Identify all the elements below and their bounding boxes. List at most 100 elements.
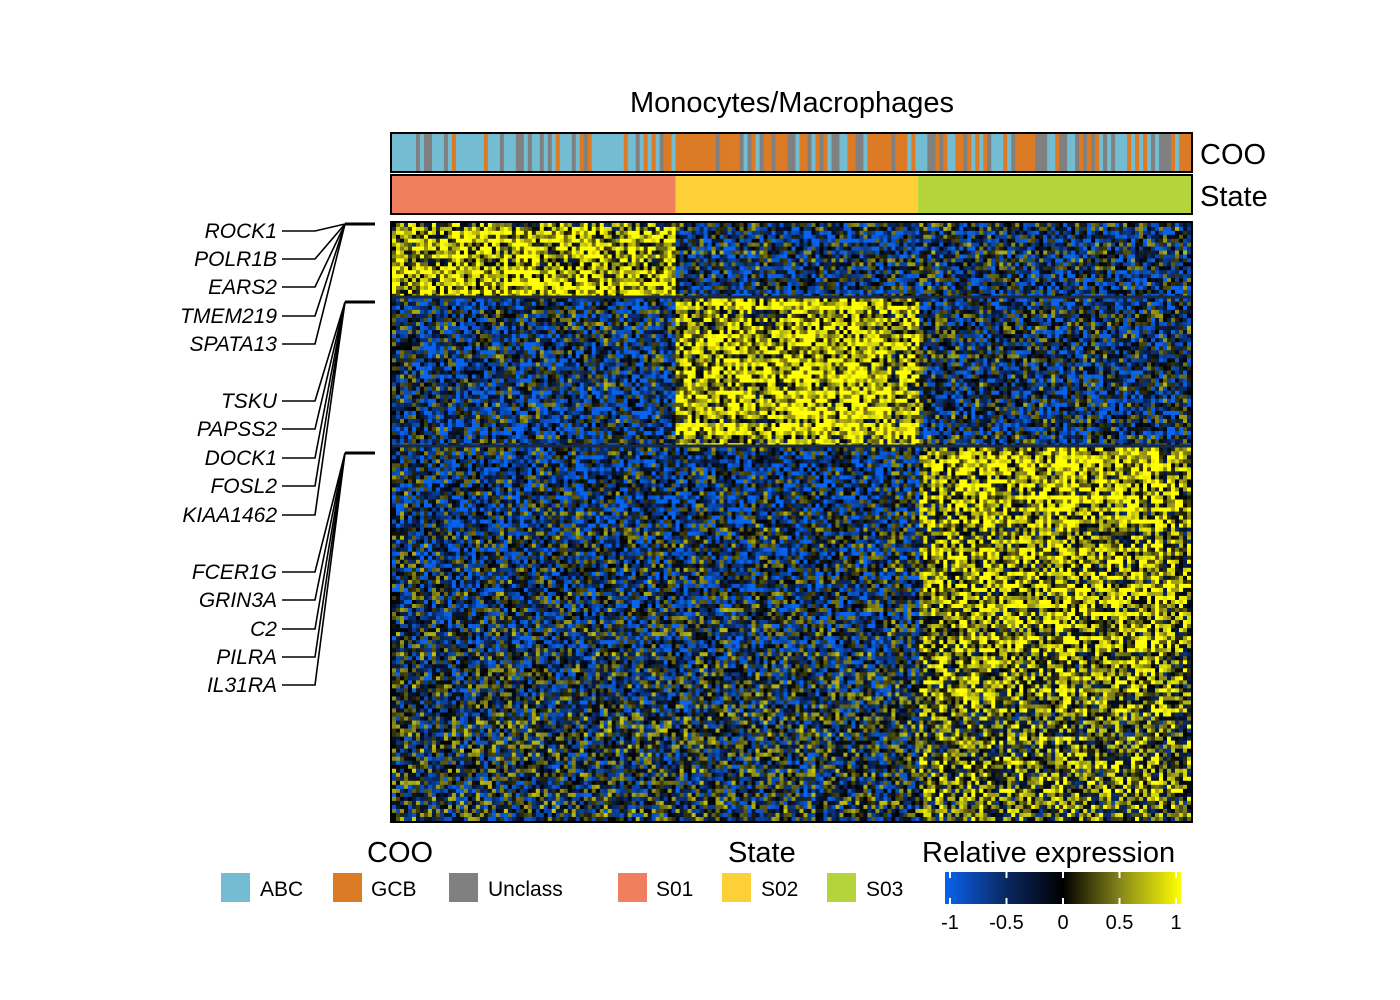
heatmap-cell [1007, 309, 1012, 315]
heatmap-cell [935, 226, 940, 232]
heatmap-cell [451, 313, 457, 319]
heatmap-cell [1103, 282, 1108, 287]
heatmap-cell [1155, 250, 1160, 255]
heatmap-cell [963, 250, 968, 255]
heatmap-cell [787, 274, 792, 279]
heatmap-cell [635, 254, 640, 259]
heatmap-cell [739, 297, 744, 303]
heatmap-cell [747, 266, 752, 271]
heatmap-cell [683, 274, 688, 279]
heatmap-cell [835, 242, 840, 247]
heatmap-cell [487, 242, 493, 247]
heatmap-cell [1111, 305, 1116, 311]
heatmap-cell [771, 301, 776, 307]
heatmap-cell [715, 254, 720, 259]
heatmap-cell [519, 234, 525, 240]
heatmap-cell [855, 301, 860, 307]
heatmap-cell [883, 274, 888, 279]
heatmap-cell [655, 297, 660, 303]
heatmap-cell [639, 270, 644, 275]
heatmap-cell [1023, 254, 1028, 259]
heatmap-cell [1099, 254, 1104, 259]
heatmap-cell [1147, 301, 1152, 307]
heatmap-cell [663, 285, 668, 291]
heatmap-cell [791, 242, 796, 247]
heatmap-cell [435, 289, 441, 295]
heatmap-cell [411, 234, 417, 240]
heatmap-cell [755, 313, 760, 319]
heatmap-cell [887, 238, 892, 243]
heatmap-cell [771, 282, 776, 287]
heatmap-cell [747, 309, 752, 315]
heatmap-cell [1103, 289, 1108, 295]
heatmap-cell [1187, 297, 1192, 303]
heatmap-cell [967, 258, 972, 263]
heatmap-cell [547, 223, 553, 228]
heatmap-cell [747, 258, 752, 263]
heatmap-cell [607, 285, 613, 291]
heatmap-cell [895, 285, 900, 291]
heatmap-cell [715, 234, 720, 240]
heatmap-cell [719, 285, 724, 291]
heatmap-cell [1079, 262, 1084, 267]
heatmap-cell [1035, 285, 1040, 291]
heatmap-cell [783, 266, 788, 271]
coo-cell [623, 134, 629, 171]
heatmap-cell [779, 246, 784, 251]
heatmap-cell [491, 266, 497, 271]
coo-cell [395, 134, 401, 171]
heatmap-cell [1155, 254, 1160, 259]
heatmap-cell [547, 230, 553, 236]
coo-cell [679, 134, 685, 171]
heatmap-cell [615, 246, 621, 251]
heatmap-cell [631, 301, 636, 307]
heatmap-cell [723, 230, 728, 236]
heatmap-cell [559, 254, 565, 259]
heatmap-cell [1055, 254, 1060, 259]
coo-cell [467, 134, 473, 171]
heatmap-cell [875, 278, 880, 283]
heatmap-cell [767, 289, 772, 295]
heatmap-cell [983, 301, 988, 307]
heatmap-cell [567, 274, 573, 279]
heatmap-cell [1127, 270, 1132, 275]
heatmap-cell [419, 242, 425, 247]
heatmap-cell [691, 230, 696, 236]
heatmap-cell [515, 258, 521, 263]
heatmap-cell [923, 266, 928, 271]
heatmap-cell [895, 230, 900, 236]
heatmap-cell [791, 313, 796, 319]
heatmap-cell [731, 230, 736, 236]
heatmap-cell [1031, 278, 1036, 283]
heatmap-cell [1055, 289, 1060, 295]
heatmap-cell [1183, 285, 1188, 291]
heatmap-cell [515, 226, 521, 232]
heatmap-cell [1159, 297, 1164, 303]
heatmap-cell [451, 238, 457, 243]
heatmap-cell [595, 305, 601, 311]
heatmap-cell [471, 226, 477, 232]
heatmap-cell [751, 238, 756, 243]
heatmap-cell [811, 282, 816, 287]
heatmap-cell [611, 250, 617, 255]
heatmap-cell [791, 262, 796, 267]
heatmap-cell [723, 289, 728, 295]
coo-cell [1075, 134, 1080, 171]
heatmap-cell [479, 254, 485, 259]
heatmap-cell [1099, 313, 1104, 319]
heatmap-cell [563, 262, 569, 267]
heatmap-cell [487, 266, 493, 271]
heatmap-cell [427, 278, 433, 283]
heatmap-cell [839, 285, 844, 291]
heatmap-cell [635, 285, 640, 291]
heatmap-cell [1131, 262, 1136, 267]
heatmap-cell [727, 262, 732, 267]
heatmap-cell [1107, 246, 1112, 251]
heatmap-cell [459, 223, 465, 228]
coo-cell [987, 134, 992, 171]
heatmap-cell [1003, 274, 1008, 279]
heatmap-cell [587, 282, 593, 287]
heatmap-cell [567, 297, 573, 303]
coo-cell [1023, 134, 1028, 171]
heatmap-cell [547, 285, 553, 291]
